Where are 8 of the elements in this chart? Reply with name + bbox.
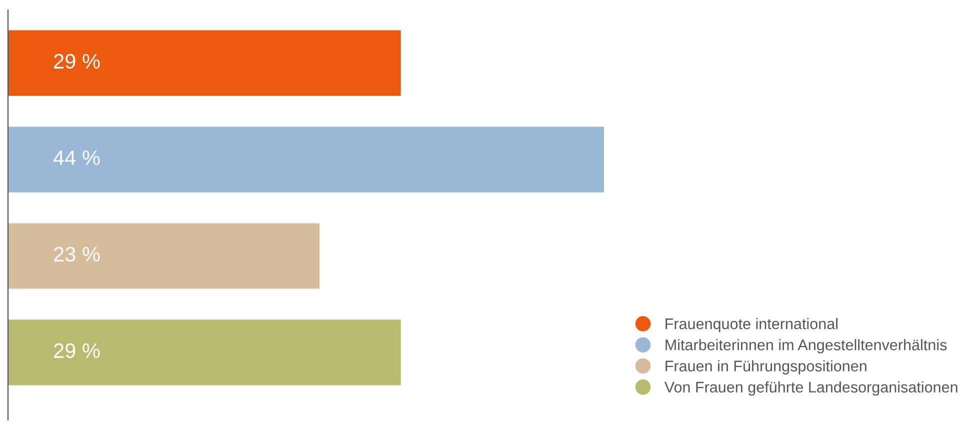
legend-label: Von Frauen geführte Landesorganisationen xyxy=(664,381,958,396)
legend-label: Frauen in Führungspositionen xyxy=(666,360,866,374)
data-label: 29 % xyxy=(54,54,100,69)
data-label: 44 % xyxy=(53,150,100,166)
data-label: 29 % xyxy=(54,343,100,358)
legend-label: Mitarbeiterinnen im Angestelltenverhältnis xyxy=(666,339,947,354)
data-label: 23 % xyxy=(54,246,100,262)
legend-label: Frauenquote international xyxy=(666,318,838,332)
